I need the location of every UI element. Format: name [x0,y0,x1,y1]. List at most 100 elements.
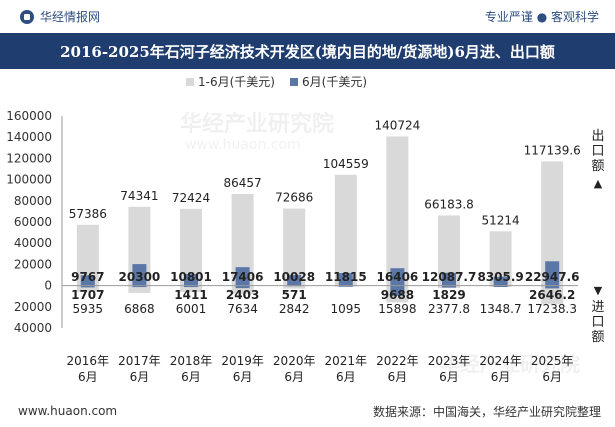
data-label-month-export: 12087.7 [422,270,477,284]
x-tick-label-year: 2019年 [221,354,264,368]
x-tick-label-month: 6月 [181,370,201,384]
data-label-month-export: 10801 [170,270,212,284]
data-label-month-export: 11815 [325,270,367,284]
watermark-text: 华经产业研究院 [180,111,334,137]
brand: 华经情报网 [0,8,100,25]
bar-month-export [493,276,508,286]
bar-ytd-export [334,174,357,286]
data-label-month-export: 16406 [377,270,419,284]
y-tick-label: 80000 [14,194,52,208]
data-label-ytd-import: 1095 [331,302,362,316]
bar-month-export [184,274,198,286]
data-label-month-export: 9767 [71,270,104,284]
bar-month-import [338,285,353,287]
x-tick-label-month: 6月 [388,370,408,384]
data-label-ytd-import: 7634 [227,302,258,316]
data-label-ytd-export: 117139.6 [524,143,581,157]
data-label-month-import: 1707 [71,288,104,302]
data-label-month-import: 2403 [226,288,259,302]
data-label-month-export: 8305.9 [477,270,523,284]
data-label-ytd-export: 72424 [172,191,210,205]
bar-ytd-import [128,285,151,293]
data-label-month-export: 20300 [119,270,161,284]
x-tick-label-year: 2016年 [67,354,110,368]
chart-title: 2016-2025年石河子经济技术开发区(境内目的地/货源地)6月进、出口额 [0,33,615,69]
bar-ytd-import [76,285,99,292]
x-tick-label-month: 6月 [78,370,98,384]
bar-month-export [390,268,405,286]
data-label-ytd-import: 17238.3 [527,302,577,316]
legend-label-month: 6月(千美元) [302,75,367,89]
data-label-ytd-import: 1348.7 [480,302,522,316]
data-label-ytd-import: 15898 [378,302,416,316]
right-label-export-char: 出 [591,129,604,144]
x-tick-label-month: 6月 [439,370,459,384]
footer-source: 数据来源：中国海关，华经产业研究院整理 [372,404,601,419]
right-label-import-char: 进 [591,300,604,315]
bar-ytd-import [231,285,254,294]
y-tick-label: 40000 [14,236,52,250]
bar-month-export [132,264,147,286]
right-label-export-char: 口 [591,144,604,159]
y-tick-label: 20000 [14,257,52,271]
footer: www.huaon.com 数据来源：中国海关，华经产业研究院整理 [0,395,615,427]
x-tick-label-month: 6月 [542,370,562,384]
bar-month-export [287,274,302,286]
slogan: 专业严谨 ● 客观科学 [484,10,599,24]
x-tick-label-month: 6月 [233,370,253,384]
bar-month-export [235,267,250,286]
data-label-ytd-import: 2842 [279,302,310,316]
y-tick-label: 100000 [6,173,52,187]
bar-ytd-import [283,285,306,289]
data-label-ytd-import: 5935 [73,302,104,316]
data-label-ytd-export: 51214 [482,213,520,227]
bar-month-import [132,285,147,288]
bar-month-export [442,272,456,286]
x-tick-label-year: 2022年 [376,354,419,368]
x-tick-label-year: 2021年 [325,354,368,368]
bar-month-import [80,285,95,288]
data-label-month-import: 9688 [381,288,414,302]
watermark-text: 华经产业研究院 [440,352,580,376]
bar-ytd-import [541,285,564,304]
data-label-ytd-export: 66183.8 [424,197,474,211]
y-tick-label: 40000 [14,321,52,335]
data-label-month-import: 571 [282,288,307,302]
right-label-import-char: 口 [591,315,604,330]
bar-ytd-export [489,231,512,286]
brand-name: 华经情报网 [40,10,101,24]
arrow-down-icon: ▼ [594,284,603,297]
x-tick-label-year: 2020年 [273,354,316,368]
brand-logo-icon [20,9,34,24]
data-label-month-export: 22947.6 [525,270,580,284]
x-tick-label-year: 2025年 [531,354,574,368]
bar-month-export [80,275,95,286]
bar-ytd-export [231,193,254,286]
arrow-up-icon: ▲ [594,177,603,190]
bar-month-import [235,285,250,289]
data-label-ytd-import: 6868 [124,302,155,316]
data-label-ytd-export: 140724 [374,118,420,132]
bar-month-import [390,285,405,296]
data-label-ytd-export: 74341 [120,189,158,203]
right-label-export-char: 额 [591,159,604,174]
x-tick-label-month: 6月 [284,370,304,384]
top-bar: 华经情报网 专业严谨 ● 客观科学 [0,0,615,33]
x-tick-label-year: 2023年 [428,354,471,368]
bar-ytd-export [180,208,202,286]
x-tick-label-month: 6月 [491,370,511,384]
data-label-ytd-import: 2377.8 [428,302,470,316]
data-label-month-export: 17406 [222,270,264,284]
bar-ytd-export [438,215,460,286]
bar-ytd-import [180,285,202,292]
data-label-ytd-export: 72686 [275,191,313,205]
watermark-url: www.huaon.com [185,137,301,153]
bar-ytd-export [76,224,99,286]
data-label-month-import: 2646.2 [529,288,575,302]
y-tick-label: 120000 [6,151,52,165]
data-label-month-import: 1829 [432,288,465,302]
right-label-import-char: 额 [591,330,604,345]
y-tick-label: 140000 [6,130,52,144]
x-tick-label-year: 2017年 [118,354,161,368]
